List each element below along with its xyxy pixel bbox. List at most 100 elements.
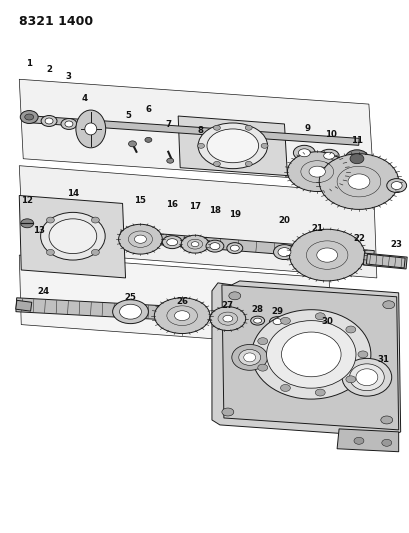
Ellipse shape	[319, 149, 338, 162]
Ellipse shape	[221, 408, 233, 416]
Ellipse shape	[49, 219, 97, 254]
Ellipse shape	[315, 313, 324, 320]
Ellipse shape	[191, 241, 198, 247]
Text: 12: 12	[21, 196, 33, 205]
Polygon shape	[19, 79, 373, 183]
Text: 17: 17	[189, 202, 201, 211]
Ellipse shape	[144, 138, 151, 142]
Ellipse shape	[228, 292, 240, 300]
Polygon shape	[362, 253, 406, 269]
Ellipse shape	[257, 338, 267, 345]
Ellipse shape	[293, 146, 315, 160]
Ellipse shape	[381, 439, 391, 446]
Ellipse shape	[213, 161, 220, 166]
Ellipse shape	[315, 389, 324, 396]
Ellipse shape	[226, 243, 242, 254]
Polygon shape	[366, 254, 404, 268]
Ellipse shape	[323, 152, 334, 159]
Polygon shape	[19, 255, 330, 348]
Text: 6: 6	[145, 104, 151, 114]
Ellipse shape	[319, 154, 398, 209]
Ellipse shape	[380, 416, 392, 424]
Text: 9: 9	[303, 124, 310, 133]
Text: 2: 2	[46, 65, 52, 74]
Ellipse shape	[390, 182, 401, 190]
Ellipse shape	[209, 243, 219, 249]
Text: 26: 26	[176, 297, 188, 306]
Text: 7: 7	[165, 120, 171, 130]
Ellipse shape	[134, 235, 146, 243]
Text: 11: 11	[350, 136, 362, 146]
Text: 14: 14	[67, 189, 79, 198]
Ellipse shape	[91, 217, 99, 223]
Ellipse shape	[41, 116, 57, 126]
Ellipse shape	[266, 321, 355, 388]
Ellipse shape	[45, 118, 53, 124]
Ellipse shape	[251, 310, 370, 399]
Ellipse shape	[386, 179, 406, 192]
Ellipse shape	[197, 143, 204, 148]
Ellipse shape	[298, 149, 310, 157]
Ellipse shape	[250, 316, 264, 325]
Ellipse shape	[308, 166, 325, 177]
Ellipse shape	[85, 123, 97, 135]
Text: 3: 3	[66, 72, 72, 81]
Ellipse shape	[349, 154, 363, 164]
Text: 8: 8	[197, 126, 202, 135]
Polygon shape	[16, 300, 32, 311]
Text: 23: 23	[390, 240, 402, 249]
Ellipse shape	[272, 319, 281, 325]
Ellipse shape	[245, 125, 252, 130]
Text: 15: 15	[134, 196, 146, 205]
Ellipse shape	[289, 229, 364, 281]
Ellipse shape	[118, 224, 162, 254]
Text: 21: 21	[310, 224, 322, 233]
Polygon shape	[221, 285, 398, 430]
Ellipse shape	[280, 384, 290, 391]
Ellipse shape	[181, 235, 209, 253]
Ellipse shape	[222, 316, 232, 322]
Ellipse shape	[119, 304, 141, 319]
Ellipse shape	[280, 317, 290, 325]
Polygon shape	[19, 196, 125, 278]
Ellipse shape	[261, 143, 267, 148]
Ellipse shape	[25, 114, 34, 120]
Ellipse shape	[277, 248, 290, 256]
Ellipse shape	[21, 219, 34, 228]
Text: 13: 13	[33, 226, 45, 235]
Ellipse shape	[257, 364, 267, 371]
Text: 4: 4	[81, 94, 88, 103]
Ellipse shape	[46, 217, 54, 223]
Ellipse shape	[174, 311, 189, 320]
Ellipse shape	[207, 129, 258, 163]
Ellipse shape	[154, 298, 209, 334]
Ellipse shape	[46, 249, 54, 255]
Ellipse shape	[355, 369, 377, 386]
Polygon shape	[26, 116, 358, 146]
Ellipse shape	[162, 236, 182, 248]
Text: 29: 29	[271, 307, 283, 316]
Text: 8321 1400: 8321 1400	[19, 15, 93, 28]
Text: 30: 30	[320, 317, 332, 326]
Ellipse shape	[166, 158, 173, 163]
Polygon shape	[178, 116, 287, 175]
Text: 1: 1	[26, 59, 32, 68]
Text: 31: 31	[377, 355, 389, 364]
Polygon shape	[336, 429, 398, 452]
Polygon shape	[16, 298, 200, 321]
Ellipse shape	[357, 351, 367, 358]
Text: 18: 18	[209, 206, 220, 215]
Ellipse shape	[253, 318, 261, 323]
Ellipse shape	[382, 301, 394, 309]
Ellipse shape	[345, 376, 355, 383]
Ellipse shape	[341, 358, 391, 396]
Ellipse shape	[353, 438, 363, 445]
Ellipse shape	[112, 300, 148, 324]
Ellipse shape	[281, 332, 340, 377]
Ellipse shape	[230, 245, 239, 251]
Ellipse shape	[76, 110, 106, 148]
Text: 16: 16	[166, 200, 178, 209]
Ellipse shape	[243, 353, 255, 362]
Ellipse shape	[316, 248, 337, 262]
Ellipse shape	[287, 152, 346, 191]
